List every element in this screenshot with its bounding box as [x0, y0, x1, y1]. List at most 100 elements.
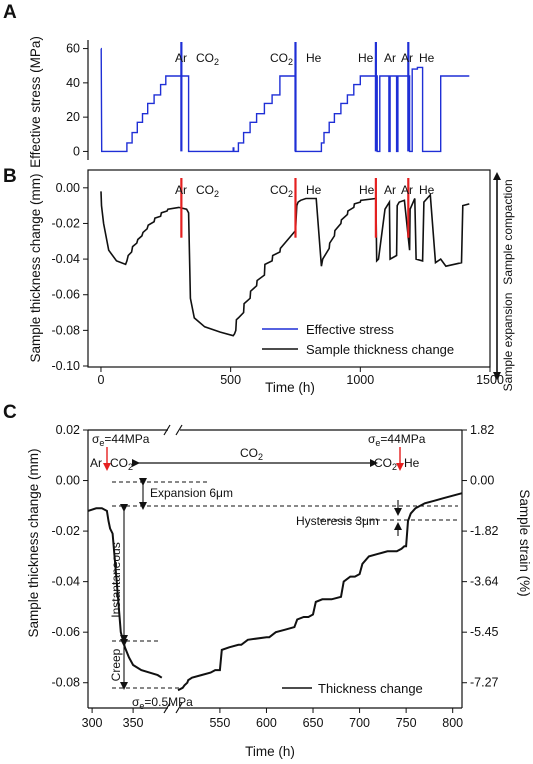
compaction-expansion-annotation: Sample compaction Sample expansion	[493, 172, 515, 392]
co2-span-label: CO2	[240, 446, 263, 462]
y-tick-label: 0	[73, 144, 80, 158]
gas-label-co2: CO2	[270, 183, 293, 199]
panel-c-letter: C	[3, 402, 17, 423]
gas-label-co2: CO2	[196, 51, 219, 67]
gas-label-he: He	[358, 51, 374, 65]
axis-break-mark	[175, 702, 183, 714]
x-tick-label: 600	[256, 716, 277, 730]
x-tick-label: 350	[123, 716, 144, 730]
panel-b: B Sample thickness change (mm) Time (h) …	[3, 166, 515, 395]
legend-effective-stress-label: Effective stress	[306, 322, 394, 337]
x-tick-label: 700	[349, 716, 370, 730]
hysteresis-label: Hysteresis 3μm	[296, 514, 379, 528]
gas-label-ar: Ar	[384, 183, 396, 197]
panel-c: C Sample thickness change (mm) Sample st…	[3, 402, 532, 759]
panel-b-x-axis-title: Time (h)	[265, 380, 315, 395]
y-right-tick-label: 0.00	[470, 474, 494, 488]
y-tick-label: 40	[66, 76, 80, 90]
x-tick-label: 650	[303, 716, 324, 730]
panel-b-plot-frame	[87, 169, 491, 368]
y-tick-label: 0.00	[56, 474, 80, 488]
creep-label: Creep	[109, 648, 123, 681]
legend-thickness-change-label: Thickness change	[318, 681, 423, 696]
expansion-label: Expansion 6μm	[150, 486, 233, 500]
y-tick-label: 0.00	[56, 181, 80, 195]
panel-b-series	[100, 191, 470, 337]
thickness-change-line	[100, 191, 470, 337]
gas-label-ar: Ar	[384, 51, 396, 65]
axis-break-mark	[163, 702, 171, 714]
y-tick-label: 20	[66, 110, 80, 124]
y-tick-label: -0.04	[52, 252, 81, 266]
stress-44-left-label: σe=44MPa	[92, 432, 150, 448]
panel-a: A Effective stress (MPa) 0 20 40 60 Ar CO2 …	[3, 2, 470, 168]
gas-label-ar: Ar	[90, 456, 102, 470]
expansion-label: Sample expansion	[501, 293, 515, 392]
y-tick-label: -0.08	[52, 676, 81, 690]
x-tick-label: 300	[82, 716, 103, 730]
gas-label-he: He	[306, 51, 322, 65]
y-right-tick-label: -1.82	[470, 524, 499, 538]
panel-b-letter: B	[3, 166, 17, 187]
panel-b-y-axis-title: Sample thickness change (mm)	[28, 173, 43, 362]
y-tick-label: -0.02	[52, 524, 81, 538]
x-tick-label: 800	[442, 716, 463, 730]
panel-c-series	[87, 492, 463, 692]
compaction-label: Sample compaction	[501, 179, 515, 284]
y-right-tick-label: -5.45	[470, 625, 499, 639]
gas-label-he: He	[359, 183, 375, 197]
panel-a-gas-labels: Ar CO2 CO2 He He Ar Ar He	[175, 51, 435, 67]
panel-b-ticks: 0.00 -0.02 -0.04 -0.06 -0.08 -0.10 0 500 1000 150…	[52, 181, 504, 387]
panel-a-gas-switch-lines	[180, 42, 410, 152]
x-tick-label: 500	[220, 373, 241, 387]
gas-label-he: He	[419, 183, 435, 197]
thickness-change-line-left	[87, 507, 163, 679]
panel-c-ticks: 0.02 1.82 0.00 0.00 -0.02 -1.82 -0.04 -3.64 -0.0…	[52, 423, 499, 730]
panel-a-y-ticks: 0 20 40 60	[66, 42, 88, 158]
x-tick-label: 550	[209, 716, 230, 730]
stress-44-right-label: σe=44MPa	[368, 432, 426, 448]
gas-label-he: He	[419, 51, 435, 65]
gas-label-ar: Ar	[401, 51, 413, 65]
panel-a-letter: A	[3, 2, 17, 23]
panel-c-plot-frame	[87, 424, 463, 714]
axis-break-mark	[163, 424, 171, 436]
gas-label-he: He	[404, 456, 420, 470]
panel-b-gas-labels: Ar CO2 CO2 He He Ar Ar He	[175, 183, 435, 199]
gas-label-ar: Ar	[175, 183, 187, 197]
gas-label-he: He	[306, 183, 322, 197]
y-tick-label: 0.02	[56, 423, 80, 437]
gas-label-ar: Ar	[175, 51, 187, 65]
y-tick-label: -0.02	[52, 216, 81, 230]
gas-label-co2: CO2	[110, 456, 133, 472]
x-tick-label: 1500	[476, 373, 504, 387]
y-tick-label: -0.08	[52, 323, 81, 337]
panel-c-annotations: σe=44MPa Ar CO2 CO2 σe=44MPa CO2 He Expa…	[90, 432, 458, 711]
panel-b-gas-switch-lines	[180, 178, 410, 238]
gas-label-co2: CO2	[374, 456, 397, 472]
panel-b-legend: Effective stress Sample thickness change	[262, 322, 454, 357]
gas-label-co2: CO2	[270, 51, 293, 67]
y-tick-label: -0.06	[52, 288, 81, 302]
thickness-change-line-right	[177, 492, 463, 692]
axis-break-mark	[175, 424, 183, 436]
y-tick-label: 60	[66, 42, 80, 56]
x-tick-label: 0	[97, 373, 104, 387]
gas-label-ar: Ar	[401, 183, 413, 197]
y-tick-label: -0.04	[52, 575, 81, 589]
y-right-tick-label: -7.27	[470, 676, 499, 690]
panel-a-y-axis-title: Effective stress (MPa)	[28, 36, 43, 168]
y-right-tick-label: -3.64	[470, 575, 499, 589]
y-tick-label: -0.10	[52, 359, 81, 373]
panel-c-x-axis-title: Time (h)	[245, 744, 295, 759]
legend-thickness-label: Sample thickness change	[306, 342, 454, 357]
panel-c-y-axis-right-title: Sample strain (%)	[517, 489, 532, 596]
y-right-tick-label: 1.82	[470, 423, 494, 437]
panel-c-y-axis-title: Sample thickness change (mm)	[26, 448, 41, 637]
gas-label-co2: CO2	[196, 183, 219, 199]
stress-05-label: σe=0.5MPa	[132, 695, 193, 711]
instantaneous-label: Instantaneous	[109, 542, 123, 617]
y-tick-label: -0.06	[52, 625, 81, 639]
x-tick-label: 1000	[346, 373, 374, 387]
